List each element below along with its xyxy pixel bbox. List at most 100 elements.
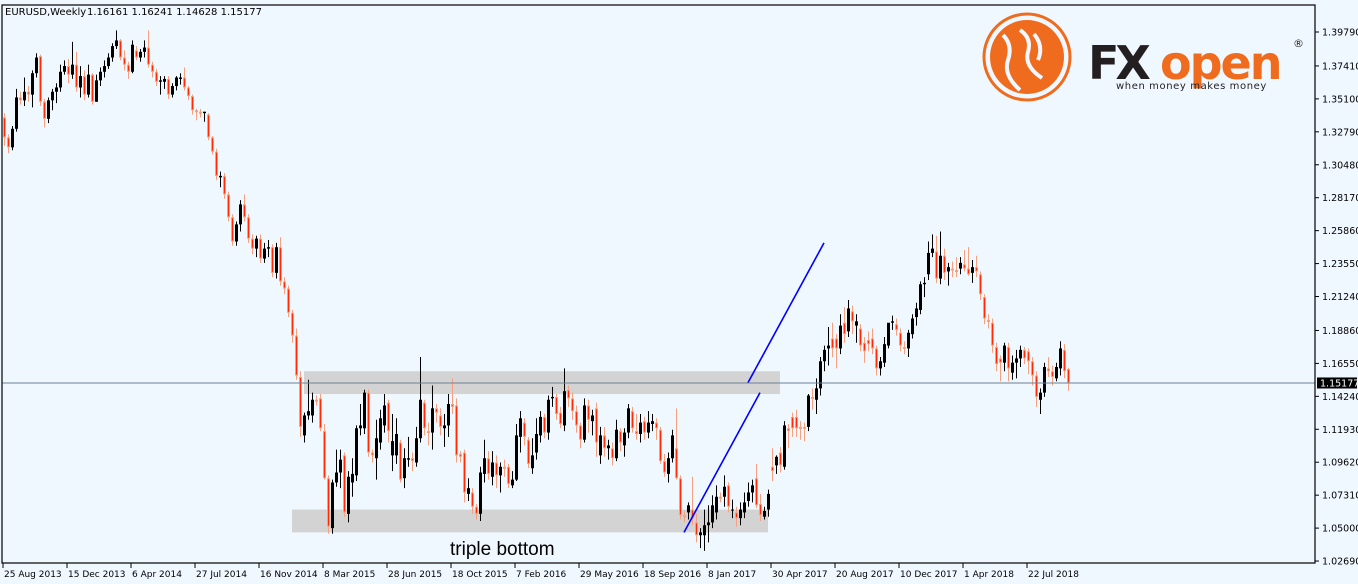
x-tick-label: 27 Jul 2014: [196, 570, 247, 580]
price-axis[interactable]: 1.39790 1.37410 1.35100 1.32790 1.30480 1.281…: [1315, 28, 1358, 568]
y-tick-label: 1.02690: [1322, 557, 1358, 568]
candle-body: [511, 479, 514, 486]
candle-body: [215, 151, 218, 176]
y-tick-label: 1.07310: [1322, 491, 1358, 502]
candle-body: [859, 328, 862, 346]
bearish-candle: [475, 503, 478, 520]
bullish-candle: [71, 41, 74, 79]
candle-body: [163, 78, 166, 82]
candle-body: [739, 509, 742, 519]
bearish-candle: [719, 492, 722, 503]
bearish-candle: [1035, 371, 1038, 407]
candle-body: [903, 347, 906, 350]
bullish-candle: [347, 471, 350, 523]
bearish-candle: [523, 418, 526, 446]
candle-body: [67, 66, 70, 75]
bearish-candle: [231, 214, 234, 246]
bearish-candle: [1051, 365, 1054, 386]
bullish-candle: [363, 389, 366, 434]
bullish-candle: [415, 426, 418, 467]
bearish-candle: [243, 194, 246, 222]
candle-body: [355, 428, 358, 476]
candle-body: [999, 358, 1002, 363]
bullish-candle: [355, 425, 358, 482]
y-tick-label: 1.30480: [1322, 160, 1358, 171]
bullish-candle: [699, 528, 702, 549]
candle-body: [483, 458, 486, 474]
candle-body: [419, 399, 422, 439]
candle-body: [671, 435, 674, 459]
candle-body: [167, 78, 170, 95]
candle-body: [403, 458, 406, 479]
bullish-candle: [815, 378, 818, 415]
x-tick-label: 8 Mar 2015: [324, 570, 375, 580]
bullish-candle: [623, 428, 626, 457]
candle-body: [91, 74, 94, 102]
candle-body: [1015, 358, 1018, 363]
bearish-candle: [899, 328, 902, 352]
candle-body: [799, 426, 802, 429]
candle-body: [755, 478, 758, 506]
y-tick-label: 1.35100: [1322, 94, 1358, 105]
candle-body: [371, 452, 374, 456]
candle-body: [495, 462, 498, 476]
candle-body: [335, 472, 338, 483]
x-tick-label: 1 Apr 2018: [964, 570, 1014, 580]
candle-body: [395, 433, 398, 456]
bearish-candle: [223, 173, 226, 199]
candle-body: [1035, 375, 1038, 397]
candle-body: [259, 238, 262, 259]
bearish-candle: [759, 493, 762, 521]
bullish-candle: [539, 411, 542, 443]
candle-body: [43, 101, 46, 119]
candle-body: [935, 251, 938, 279]
bearish-candle: [579, 422, 582, 449]
bullish-candle: [883, 337, 886, 367]
candle-body: [767, 493, 770, 510]
x-tick-label: 30 Apr 2017: [772, 570, 828, 580]
candle-body: [359, 425, 362, 429]
bearish-candle: [679, 475, 682, 520]
candle-body: [659, 429, 662, 462]
bullish-candle: [35, 53, 38, 78]
bullish-candle: [715, 485, 718, 520]
bullish-candle: [651, 414, 654, 432]
bearish-candle: [3, 113, 6, 146]
candle-body: [15, 97, 18, 129]
bearish-candle: [423, 399, 426, 436]
logo-open: open: [1160, 36, 1280, 90]
candle-body: [387, 402, 390, 432]
candle-body: [579, 425, 582, 440]
candle-body: [655, 422, 658, 429]
bullish-candle: [639, 414, 642, 443]
candle-body: [883, 344, 886, 363]
price-tag-background: [1317, 377, 1357, 389]
bearish-candle: [191, 94, 194, 115]
time-axis[interactable]: 25 Aug 2013 15 Dec 2013 6 Apr 2014 27 Jul 2…: [2, 563, 1079, 580]
bearish-candle: [1007, 342, 1010, 382]
bearish-candle: [271, 244, 274, 278]
candle-body: [771, 466, 774, 472]
bullish-candle: [331, 479, 334, 534]
bullish-candle: [807, 394, 810, 432]
bearish-candle: [343, 452, 346, 517]
bearish-candle: [1031, 356, 1034, 386]
symbol-period-label: EURUSD,Weekly: [5, 7, 86, 18]
bearish-candle: [555, 394, 558, 420]
bullish-candle: [615, 419, 618, 462]
candle-body: [619, 431, 622, 443]
x-tick-label: 10 Dec 2017: [900, 570, 958, 580]
candle-body: [311, 399, 314, 416]
candle-body: [699, 532, 702, 536]
fxopen-logo: FX open when money makes money ®: [982, 12, 1304, 102]
bullish-candle: [47, 97, 50, 124]
bearish-candle: [371, 449, 374, 463]
candle-body: [567, 389, 570, 399]
candle-body: [647, 422, 650, 433]
logo-tagline: when money makes money: [1116, 81, 1267, 92]
bearish-candle: [247, 214, 250, 243]
bearish-candle: [439, 408, 442, 436]
bullish-candle: [591, 409, 594, 436]
bearish-candle: [859, 324, 862, 352]
